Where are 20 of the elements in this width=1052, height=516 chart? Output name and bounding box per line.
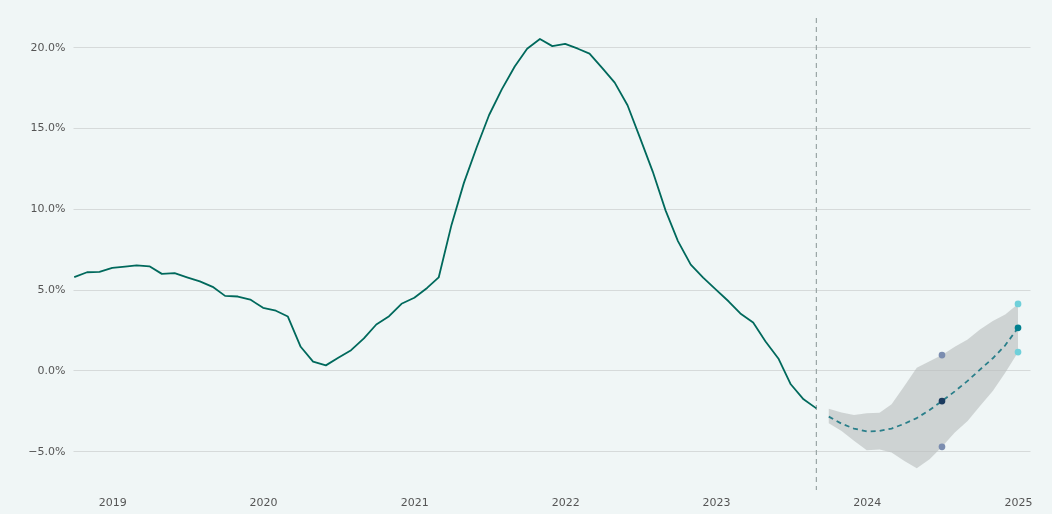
point [938,397,946,405]
x-tick-label: 2025 [1004,495,1033,509]
x-tick-label: 2021 [400,495,429,509]
x-tick-label: 2022 [551,495,580,509]
y-tick-label: 0.0% [37,363,66,377]
x-tick-label: 2019 [98,495,127,509]
y-tick-label: 20.0% [30,40,66,54]
y-tick-label: 5.0% [37,283,66,297]
y-tick-label: 10.0% [30,202,66,216]
line-series [73,38,818,410]
point [1014,324,1022,332]
x-tick-label: 2023 [702,495,731,509]
point [938,443,946,451]
y-tick-label: −5.0% [28,444,66,458]
y-tick-label: 15.0% [30,121,66,135]
x-tick-label: 2024 [853,495,882,509]
point [1014,300,1022,308]
point [938,351,946,359]
point [1014,348,1022,356]
x-tick-label: 2020 [249,495,278,509]
